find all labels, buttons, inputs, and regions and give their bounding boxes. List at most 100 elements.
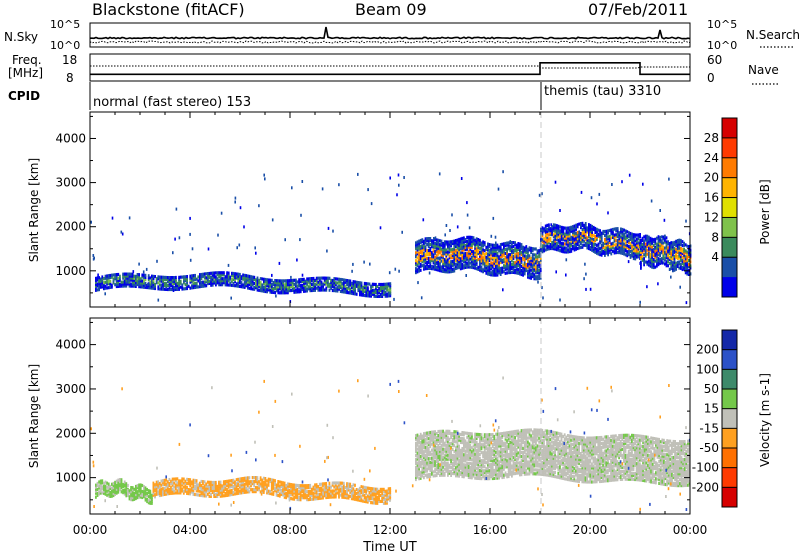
scatter-cell <box>420 255 422 258</box>
scatter-cell <box>261 479 263 482</box>
scatter-cell <box>127 273 129 276</box>
scatter-cell <box>682 240 684 243</box>
scatter-cell <box>426 441 428 444</box>
yaxis-tick-label: 3000 <box>55 176 86 190</box>
scatter-cell <box>221 484 223 487</box>
scatter-cell <box>490 257 492 260</box>
scatter-cell <box>273 491 275 494</box>
scatter-cell <box>177 481 179 484</box>
scatter-cell <box>202 486 204 489</box>
scatter-cell <box>638 241 640 244</box>
scatter-cell <box>377 289 379 292</box>
scatter-noise <box>173 289 175 292</box>
scatter-cell <box>669 268 671 271</box>
scatter-cell <box>301 278 303 281</box>
scatter-cell <box>329 289 331 292</box>
scatter-cell <box>612 250 614 253</box>
scatter-cell <box>450 240 452 243</box>
scatter-cell <box>481 242 483 245</box>
scatter-noise <box>435 236 437 239</box>
scatter-cell <box>586 226 588 229</box>
scatter-cell <box>370 487 372 490</box>
scatter-cell <box>421 466 423 469</box>
scatter-noise <box>510 240 512 243</box>
scatter-cell <box>383 488 385 491</box>
scatter-cell <box>241 281 243 284</box>
scatter-cell <box>173 276 175 279</box>
scatter-cell <box>178 276 180 279</box>
scatter-cell <box>106 482 108 485</box>
scatter-noise <box>243 225 245 228</box>
scatter-cell <box>303 278 305 281</box>
scatter-cell <box>298 278 300 281</box>
scatter-cell <box>444 240 446 243</box>
scatter-cell <box>133 492 135 495</box>
scatter-cell <box>417 268 419 271</box>
scatter-cell <box>111 274 113 277</box>
scatter-cell <box>471 236 473 239</box>
scatter-cell <box>103 482 105 485</box>
scatter-cell <box>285 492 287 495</box>
scatter-cell <box>420 441 422 444</box>
scatter-noise <box>263 174 265 177</box>
scatter-cell <box>623 229 625 232</box>
scatter-cell <box>205 494 207 497</box>
scatter-cell <box>156 481 158 484</box>
cpid-segment-themis: themis (tau) 3310 <box>544 84 661 99</box>
scatter-cell <box>431 239 433 242</box>
scatter-cell <box>449 240 451 243</box>
scatter-cell <box>132 486 134 489</box>
scatter-cell <box>685 249 687 252</box>
scatter-cell <box>242 283 244 286</box>
scatter-cell <box>426 249 428 252</box>
scatter-cell <box>425 237 427 240</box>
scatter-cell <box>164 479 166 482</box>
scatter-noise <box>93 257 95 260</box>
scatter-cell <box>469 262 471 265</box>
scatter-cell <box>325 287 327 290</box>
scatter-cell <box>434 256 436 259</box>
scatter-cell <box>661 235 663 238</box>
scatter-cell <box>217 277 219 280</box>
scatter-cell <box>109 491 111 494</box>
scatter-cell <box>273 287 275 290</box>
scatter-cell <box>298 484 300 487</box>
scatter-cell <box>161 480 163 483</box>
scatter-cell <box>444 432 446 435</box>
scatter-cell <box>559 229 561 232</box>
scatter-cell <box>434 468 436 471</box>
scatter-noise <box>559 299 561 302</box>
noise-left-tick-bottom: 10^0 <box>50 39 80 52</box>
scatter-cell <box>212 272 214 275</box>
scatter-cell <box>553 233 555 236</box>
scatter-noise <box>272 218 274 221</box>
scatter-cell <box>583 244 585 247</box>
scatter-noise <box>599 193 601 196</box>
scatter-cell <box>319 487 321 490</box>
scatter-cell <box>615 227 617 230</box>
scatter-cell <box>116 273 118 276</box>
scatter-cell <box>348 494 350 497</box>
scatter-cell <box>617 227 619 230</box>
scatter-cell <box>449 470 451 473</box>
scatter-cell <box>468 250 470 253</box>
scatter-cell <box>274 479 276 482</box>
scatter-noise <box>363 261 365 264</box>
scatter-cell <box>100 480 102 483</box>
scatter-cell <box>449 438 451 441</box>
scatter-cell <box>669 262 671 265</box>
scatter-cell <box>281 481 283 484</box>
scatter-cell <box>233 479 235 482</box>
scatter-cell <box>329 283 331 286</box>
scatter-noise <box>147 283 149 286</box>
scatter-cell <box>213 271 215 274</box>
scatter-cell <box>359 487 361 490</box>
scatter-cell <box>479 251 481 254</box>
scatter-cell <box>638 233 640 236</box>
scatter-cell <box>161 276 163 279</box>
scatter-cell <box>175 483 177 486</box>
scatter-cell <box>450 450 452 453</box>
scatter-cell <box>260 277 262 280</box>
scatter-noise <box>90 221 92 224</box>
scatter-cell <box>330 490 332 493</box>
